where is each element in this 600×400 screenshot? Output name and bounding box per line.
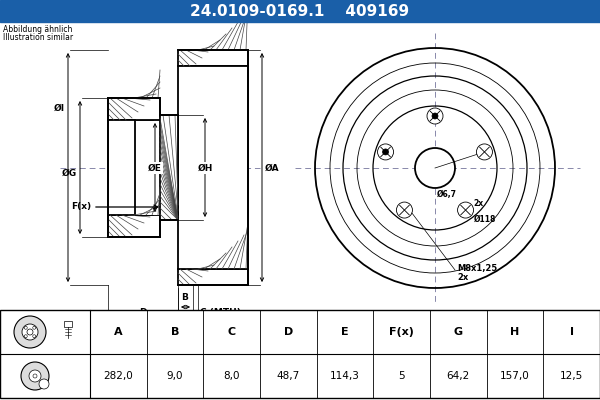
Text: F(x): F(x) xyxy=(71,202,91,212)
Text: B: B xyxy=(182,293,188,302)
Text: G: G xyxy=(454,327,463,337)
Circle shape xyxy=(476,144,493,160)
Text: ØE: ØE xyxy=(148,164,162,172)
Text: E: E xyxy=(341,327,349,337)
Circle shape xyxy=(14,316,46,348)
Circle shape xyxy=(29,370,41,382)
Text: D: D xyxy=(139,308,147,317)
Text: F(x): F(x) xyxy=(389,327,414,337)
Circle shape xyxy=(24,326,27,329)
Text: C: C xyxy=(227,327,236,337)
Circle shape xyxy=(33,374,37,378)
Circle shape xyxy=(33,335,36,338)
Text: 48,7: 48,7 xyxy=(277,371,300,381)
Text: I: I xyxy=(569,327,574,337)
Bar xyxy=(108,215,160,237)
Text: 157,0: 157,0 xyxy=(500,371,530,381)
Text: D: D xyxy=(284,327,293,337)
Bar xyxy=(108,98,160,120)
Circle shape xyxy=(22,324,38,340)
Circle shape xyxy=(39,379,49,389)
Bar xyxy=(160,115,178,220)
Bar xyxy=(178,66,248,269)
Text: 9,0: 9,0 xyxy=(167,371,183,381)
Text: ØA: ØA xyxy=(265,164,280,172)
Circle shape xyxy=(27,329,33,335)
Circle shape xyxy=(427,108,443,124)
Text: C (MTH): C (MTH) xyxy=(200,308,241,318)
Text: Ø118: Ø118 xyxy=(473,215,496,224)
Text: 64,2: 64,2 xyxy=(447,371,470,381)
Text: 5: 5 xyxy=(398,371,405,381)
Text: B: B xyxy=(171,327,179,337)
Circle shape xyxy=(458,202,473,218)
Text: 24.0109-0169.1    409169: 24.0109-0169.1 409169 xyxy=(190,4,410,18)
Bar xyxy=(178,50,248,66)
Bar xyxy=(135,120,160,215)
Text: 2x: 2x xyxy=(473,199,484,208)
Bar xyxy=(108,120,135,215)
Text: ØI: ØI xyxy=(54,104,65,112)
Circle shape xyxy=(432,113,438,119)
Text: 12,5: 12,5 xyxy=(560,371,583,381)
Bar xyxy=(0,310,600,398)
Text: 114,3: 114,3 xyxy=(330,371,360,381)
Text: ØG: ØG xyxy=(62,168,77,178)
Circle shape xyxy=(397,202,412,218)
Text: 2x: 2x xyxy=(457,274,468,282)
Circle shape xyxy=(383,149,389,155)
Circle shape xyxy=(24,335,27,338)
Circle shape xyxy=(415,148,455,188)
Text: A: A xyxy=(114,327,122,337)
Text: M8x1,25: M8x1,25 xyxy=(457,264,497,272)
Text: Illustration similar: Illustration similar xyxy=(3,33,73,42)
Circle shape xyxy=(21,362,49,390)
Bar xyxy=(64,321,72,327)
Text: 282,0: 282,0 xyxy=(103,371,133,381)
Bar xyxy=(0,0,600,22)
Text: Ø6,7: Ø6,7 xyxy=(437,190,457,199)
Bar xyxy=(178,269,248,285)
Text: H: H xyxy=(511,327,520,337)
Circle shape xyxy=(377,144,394,160)
Text: Abbildung ähnlich: Abbildung ähnlich xyxy=(3,25,73,34)
Circle shape xyxy=(33,326,36,329)
Text: ØH: ØH xyxy=(197,164,212,172)
Text: 8,0: 8,0 xyxy=(223,371,240,381)
